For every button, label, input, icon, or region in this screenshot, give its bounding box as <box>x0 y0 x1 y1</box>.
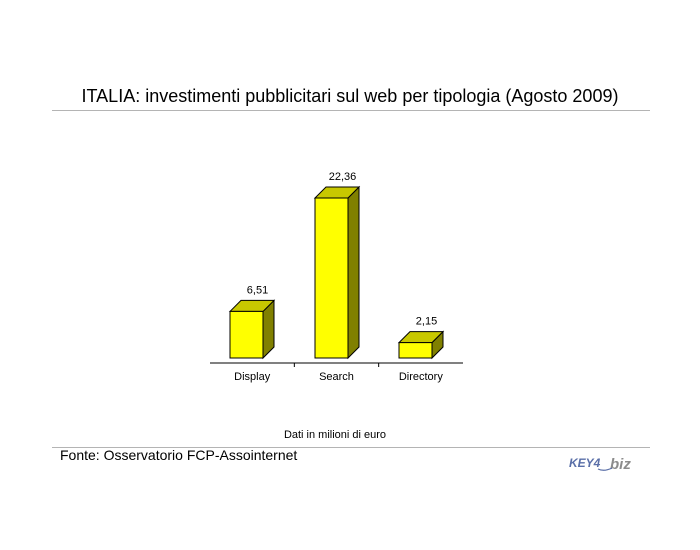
footer-divider <box>52 447 650 448</box>
bars-layer <box>228 185 445 360</box>
bar <box>313 185 361 360</box>
x-tick-label: Search <box>319 371 354 383</box>
x-tick-label: Display <box>234 371 271 383</box>
data-label: 22,36 <box>329 171 357 183</box>
bar-front <box>398 342 433 359</box>
bar <box>228 299 276 360</box>
key4biz-logo: KEY4 biz <box>569 456 631 473</box>
source-text: Fonte: Osservatorio FCP-Assointernet <box>60 447 298 463</box>
bar-front <box>229 310 264 359</box>
bar-front <box>314 197 349 359</box>
units-note: Dati in milioni di euro <box>283 429 387 441</box>
title-divider <box>52 110 650 111</box>
data-label: 2,15 <box>416 316 437 328</box>
bar <box>397 330 445 360</box>
labels-layer: 6,51 Display 22,36 Search 2,15 Directory <box>234 171 443 383</box>
logo-accent-text: biz <box>610 456 631 473</box>
chart-title: ITALIA: investimenti pubblicitari sul we… <box>81 86 619 106</box>
x-tick-label: Directory <box>399 371 444 383</box>
logo-main-text: KEY4 <box>569 456 601 470</box>
bar-side <box>347 185 360 360</box>
logo-swoosh-icon <box>597 467 613 471</box>
x-axis <box>210 362 463 367</box>
data-label: 6,51 <box>247 284 268 296</box>
